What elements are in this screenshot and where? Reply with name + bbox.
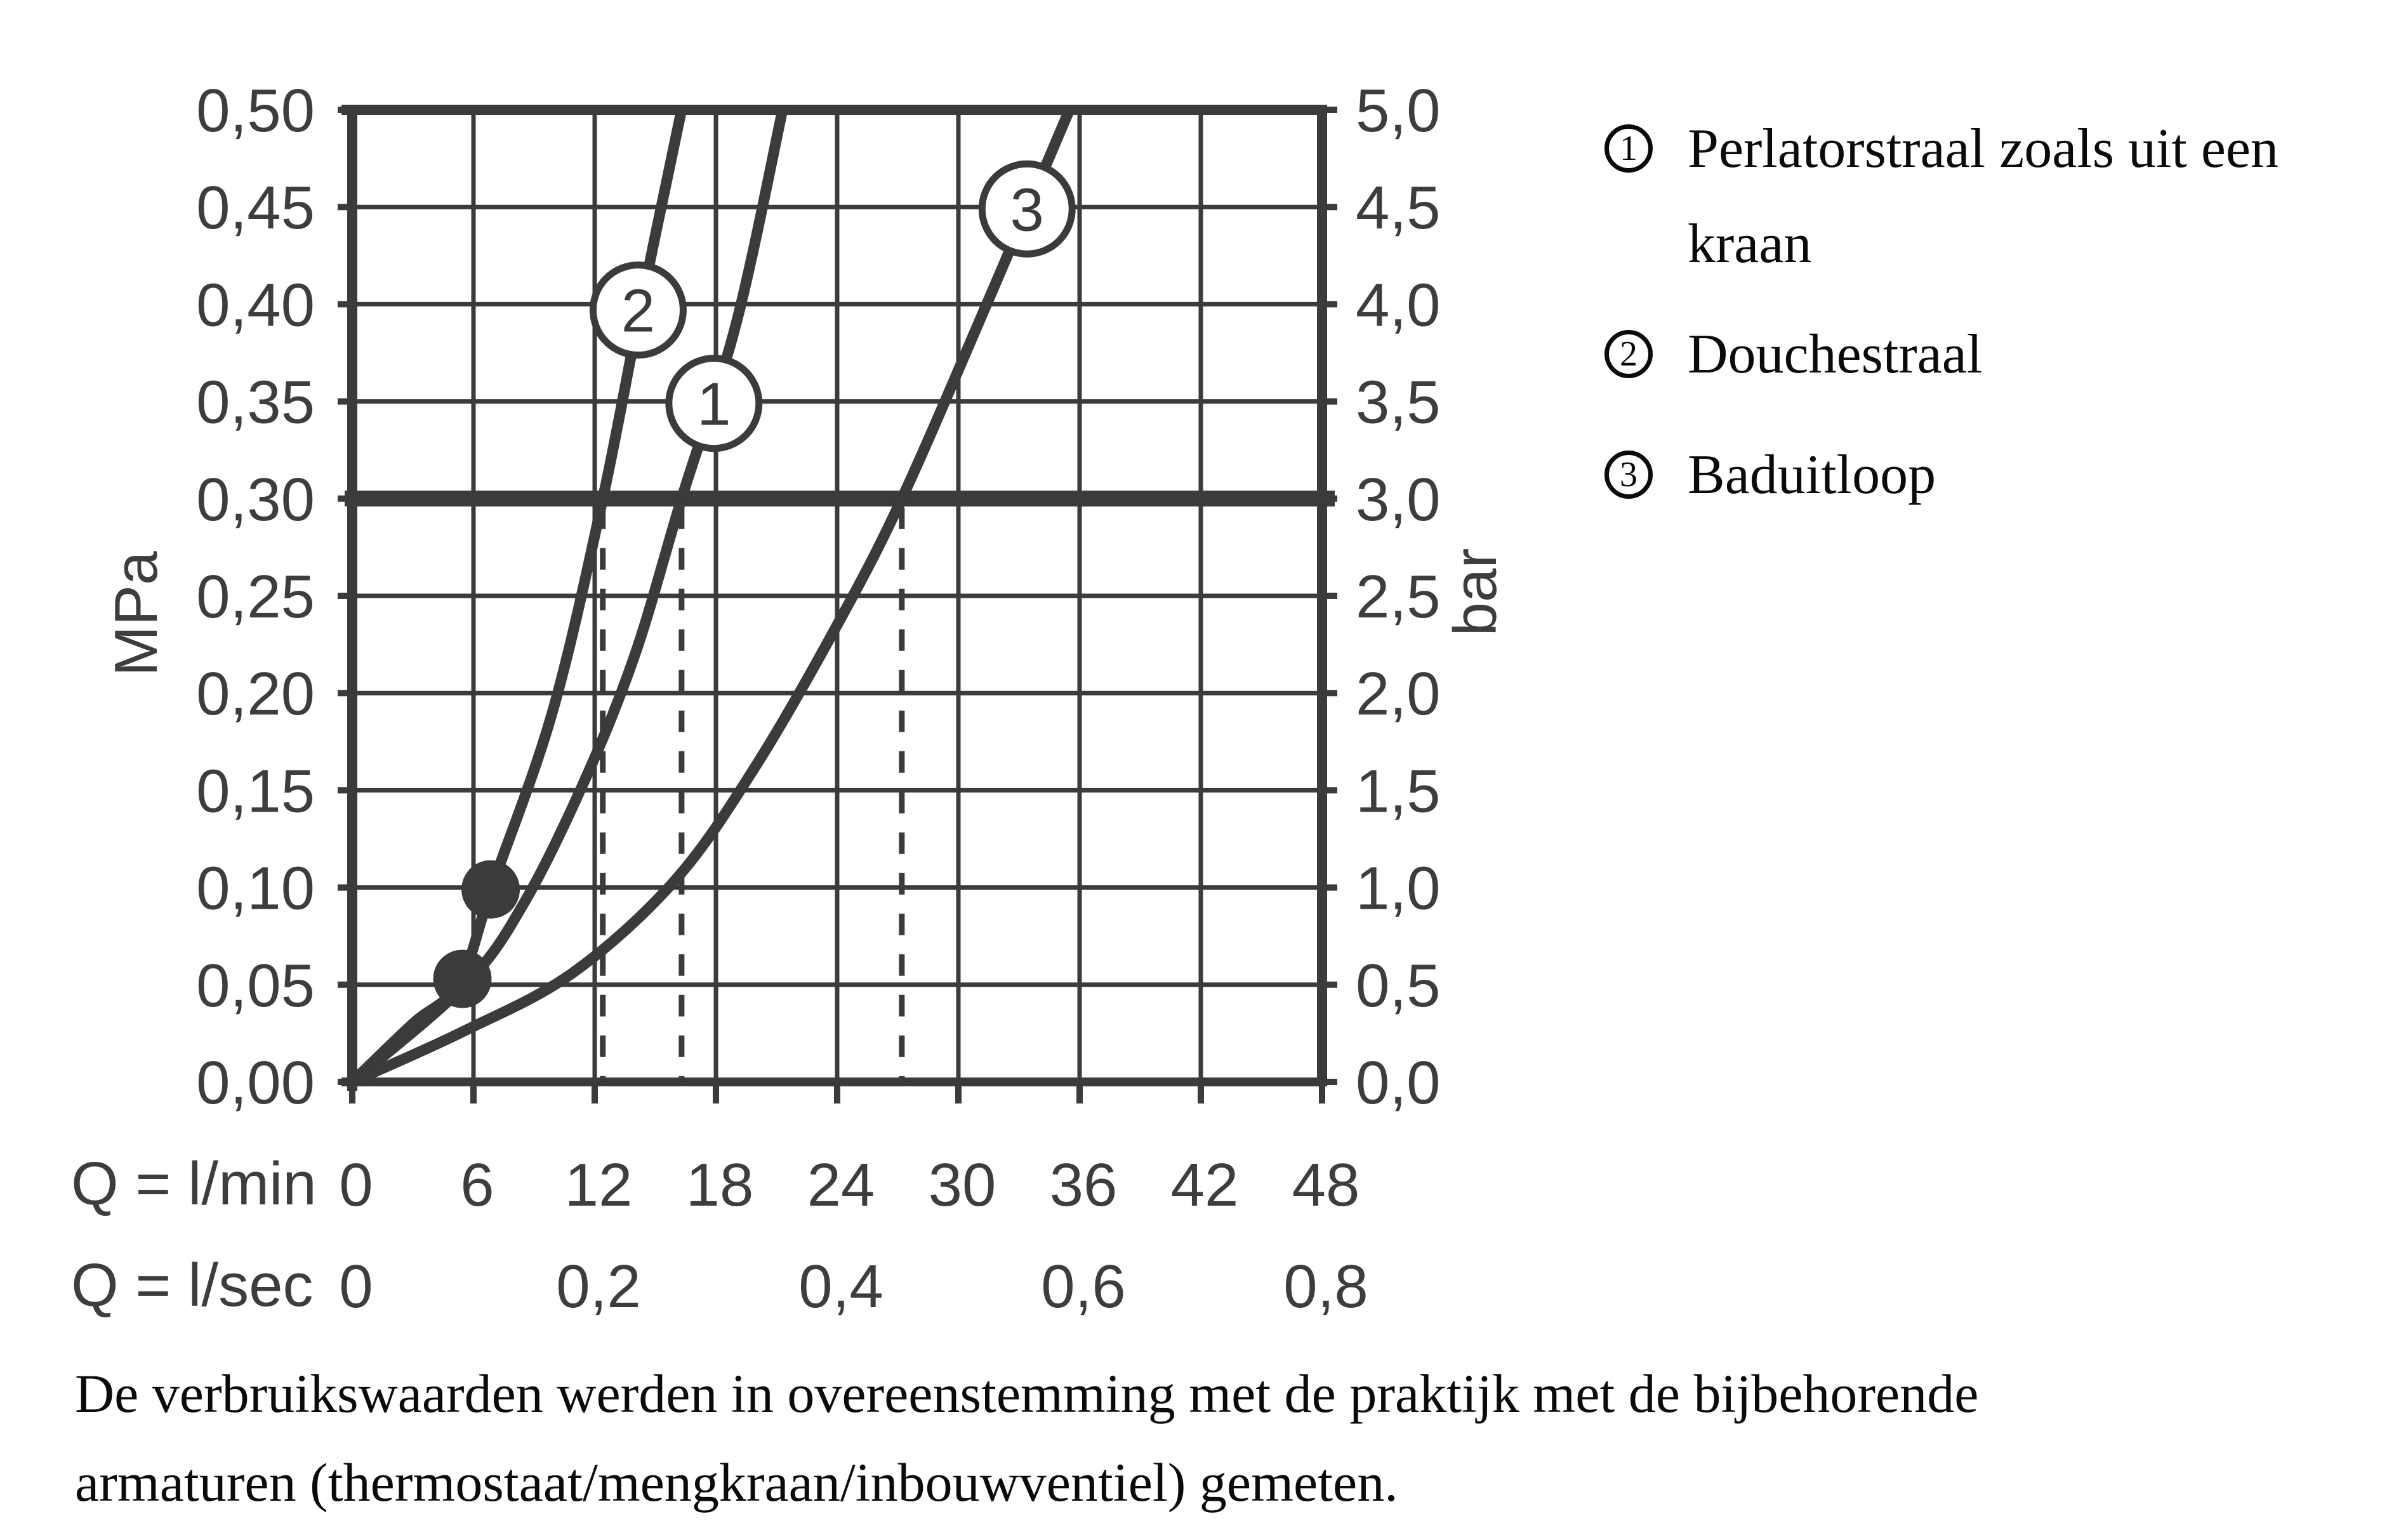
legend-item-2: 2 Douchestraal [1604,307,1982,402]
y-right-tick-label: 0,5 [1356,952,1440,1020]
legend-circled-number-icon: 2 [1604,330,1653,378]
y-left-tick-label: 0,05 [196,952,315,1020]
y-right-tick-label: 4,0 [1356,271,1440,339]
x-lmin-tick-label: 30 [929,1151,996,1219]
x-lsec-tick-label: 0,4 [798,1253,883,1321]
y-left-tick-label: 0,25 [196,563,315,631]
y-right-tick-label: 4,5 [1356,174,1440,242]
y-left-tick-label: 0,20 [196,660,315,728]
footnote-line-1: De verbruikswaarden werden in overeenste… [75,1363,1979,1424]
curve-3 [350,107,1075,1087]
y-left-tick-label: 0,50 [196,77,315,145]
legend-item-3: 3 Baduitloop [1604,428,1936,523]
drop-lines [600,507,905,1082]
x-lmin-tick-label: 42 [1171,1151,1239,1219]
y-right-tick-label: 3,0 [1356,466,1440,534]
y-right-tick-label: 1,5 [1356,757,1440,825]
legend-item-label: Baduitloop [1688,444,1936,506]
y-left-tick-label: 0,10 [196,855,315,923]
curve-2-label-circle [589,261,687,359]
legend-item-label: Douchestraal [1688,324,1983,385]
y-right-tick-label: 5,0 [1356,77,1440,145]
y-left-tick-label: 0,15 [196,757,315,825]
y-left-tick-label: 0,30 [196,466,315,534]
y-left-tick-label: 0,00 [196,1049,315,1117]
legend-item-label: Perlatorstraal zoals uit een kraan [1688,118,2279,275]
y-left-unit-label: MPa [102,551,170,676]
axis-frame [341,105,1327,1091]
y-left-tick-label: 0,45 [196,174,315,242]
x-axis-unit-lsec: Q = l/sec [71,1251,314,1319]
legend-circled-number-icon: 1 [1604,124,1653,173]
footnote-line-2: armaturen (thermostaat/mengkraan/inbouwv… [75,1452,1398,1513]
x-lsec-tick-label: 0 [339,1253,373,1321]
curve-2-label-number: 2 [621,277,655,345]
x-lmin-tick-label: 36 [1050,1151,1118,1219]
x-axis-unit-lmin: Q = l/min [71,1150,317,1218]
y-right-tick-label: 3,5 [1356,369,1440,437]
x-lsec-tick-label: 0,6 [1041,1253,1125,1321]
x-lmin-tick-label: 12 [565,1151,633,1219]
y-right-tick-label: 2,0 [1356,660,1440,728]
x-lmin-tick-label: 48 [1292,1151,1360,1219]
y-right-tick-label: 1,0 [1356,855,1440,923]
curve-3-label-circle [978,160,1076,258]
x-lmin-tick-label: 24 [807,1151,875,1219]
y-left-tick-label: 0,35 [196,369,315,437]
legend-item-1: 1 Perlatorstraal zoals uit een kraan [1604,102,2279,292]
curve-2-dot [461,860,520,919]
legend-circled-number-icon: 3 [1604,451,1653,499]
y-left-tick-label: 0,40 [196,271,315,339]
curve-1-label-circle [665,355,763,452]
y-right-unit-label: bar [1441,548,1509,636]
y-right-tick-label: 2,5 [1356,563,1440,631]
x-lmin-tick-label: 6 [460,1151,494,1219]
curve-3-label-number: 3 [1010,176,1044,244]
x-lsec-tick-label: 0,8 [1283,1253,1368,1321]
curve-1-label-number: 1 [697,371,731,438]
y-right-tick-label: 0,0 [1356,1049,1440,1117]
x-lmin-tick-label: 18 [686,1151,754,1219]
x-lmin-tick-label: 0 [339,1151,373,1219]
curve-1-dot [433,949,492,1008]
x-lsec-tick-label: 0,2 [556,1253,640,1321]
